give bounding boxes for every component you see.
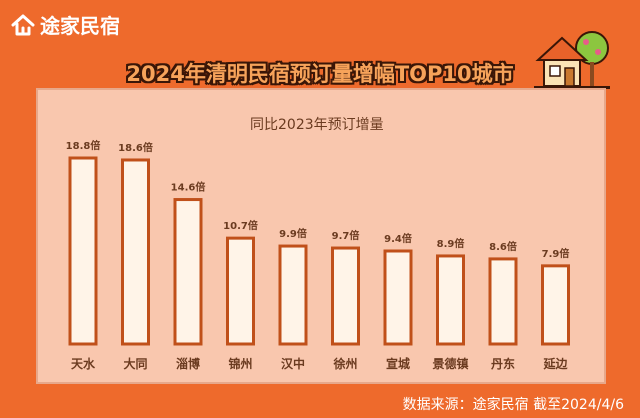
brand-name: 途家民宿: [40, 14, 120, 38]
bar-9: [488, 257, 518, 346]
category-label-7: 宣城: [386, 356, 410, 371]
chart-title: 2024年清明民宿预订量增幅TOP10城市: [126, 62, 514, 86]
bar-3: [173, 198, 203, 346]
bar-10: [541, 264, 570, 346]
category-label-6: 徐州: [332, 356, 357, 371]
bar-7: [383, 249, 413, 346]
bar-8: [436, 254, 465, 346]
chart-subtitle: 同比2023年预订增量: [250, 117, 384, 133]
data-label-9: 8.6倍: [489, 240, 517, 253]
house-tree-icon: [534, 31, 610, 89]
category-label-4: 锦州: [228, 356, 252, 371]
category-label-2: 大同: [123, 356, 147, 371]
data-label-2: 18.6倍: [118, 141, 153, 154]
data-source: 数据来源：途家民宿 截至2024/4/6: [402, 397, 624, 413]
data-label-8: 8.9倍: [437, 237, 465, 250]
category-label-1: 天水: [71, 356, 96, 371]
category-label-5: 汉中: [281, 356, 305, 371]
data-label-10: 7.9倍: [542, 247, 570, 260]
data-label-6: 9.7倍: [332, 229, 360, 242]
bar-2: [121, 158, 150, 346]
data-label-7: 9.4倍: [384, 232, 412, 245]
bar-5: [278, 244, 308, 346]
data-label-5: 9.9倍: [279, 227, 307, 240]
house-logo-icon: [11, 14, 35, 35]
brand-logo: 途家民宿: [10, 10, 120, 39]
data-label-1: 18.8倍: [66, 139, 101, 152]
category-label-8: 景德镇: [432, 356, 468, 371]
category-label-10: 延边: [542, 356, 568, 371]
bar-6: [331, 246, 360, 346]
bar-4: [226, 236, 255, 346]
category-label-3: 淄博: [176, 356, 200, 371]
bar-1: [68, 156, 98, 346]
category-label-9: 丹东: [491, 356, 515, 371]
data-label-4: 10.7倍: [223, 219, 258, 232]
data-label-3: 14.6倍: [171, 181, 206, 194]
